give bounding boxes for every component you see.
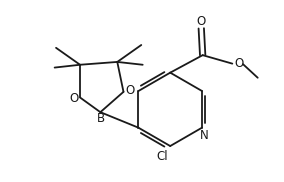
Text: O: O bbox=[197, 15, 206, 28]
Text: O: O bbox=[125, 84, 134, 97]
Text: N: N bbox=[200, 129, 209, 142]
Text: Cl: Cl bbox=[156, 150, 168, 163]
Text: O: O bbox=[69, 92, 78, 105]
Text: B: B bbox=[97, 112, 105, 125]
Text: O: O bbox=[234, 57, 243, 70]
